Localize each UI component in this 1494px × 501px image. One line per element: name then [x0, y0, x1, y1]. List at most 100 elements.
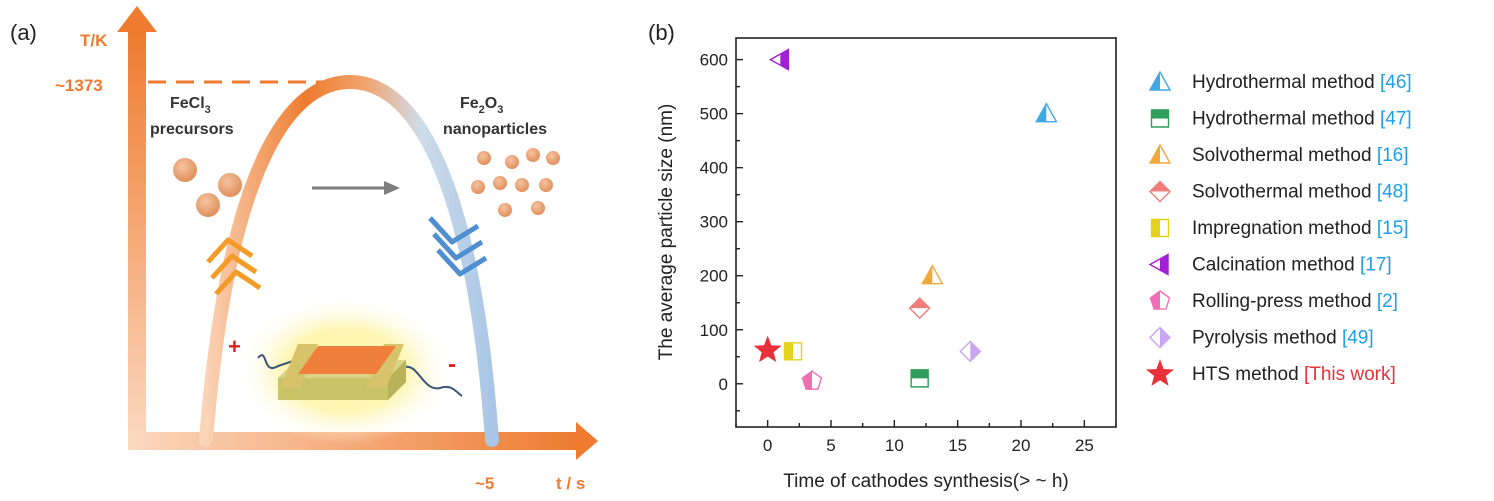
x-tick-label: 10	[885, 436, 904, 455]
legend-method: Solvothermal method	[1192, 182, 1377, 203]
legend-ref: [16]	[1377, 145, 1409, 166]
legend-method: Rolling-press method	[1192, 291, 1377, 312]
legend-ref: [49]	[1342, 328, 1374, 349]
legend-ref: [This work]	[1304, 364, 1396, 385]
x-tick-label: 0	[763, 436, 772, 455]
legend-method: Impregnation method	[1192, 218, 1377, 239]
nanoparticle	[526, 148, 540, 162]
legend-marker-icon	[1149, 180, 1171, 203]
legend-ref: [47]	[1380, 109, 1412, 130]
legend-method: Solvothermal method	[1192, 145, 1377, 166]
legend-item: Impregnation method [15]	[1150, 218, 1409, 239]
y-axis-shaft	[128, 30, 146, 442]
legend-label: Hydrothermal method [47]	[1192, 109, 1412, 130]
panel-b: (b) 0 100 200 300 400 500 600 0 5 10 15 20 25 Time …	[648, 20, 1412, 492]
chart-xlabel: Time of cathodes synthesis(> ~ h)	[783, 471, 1068, 492]
nanoparticle	[498, 203, 512, 217]
precursor-particles	[173, 158, 242, 217]
panel-a-label: (a)	[10, 20, 37, 45]
legend-method: Pyrolysis method	[1192, 328, 1342, 349]
nanoparticle	[471, 180, 485, 194]
data-point	[921, 264, 944, 285]
nanoparticle	[539, 178, 553, 192]
data-point	[753, 335, 782, 363]
x-tick-label: 5	[826, 436, 835, 455]
x-tick-label: 25	[1075, 436, 1094, 455]
legend-ref: [2]	[1377, 291, 1398, 312]
y-tick-label: 200	[700, 267, 728, 286]
legend-item: Calcination method [17]	[1148, 253, 1392, 276]
x-axis-label: t / s	[556, 474, 585, 493]
precursor-label-line1: FeCl3	[170, 95, 211, 116]
legend-method: HTS method	[1192, 364, 1304, 385]
legend-ref: [17]	[1360, 255, 1392, 276]
legend-label: Solvothermal method [48]	[1192, 182, 1409, 203]
product-nanoparticles	[471, 148, 560, 217]
y-tick-label: 400	[700, 159, 728, 178]
x-tick-label: 20	[1012, 436, 1031, 455]
peak-temp-label: ~1373	[55, 76, 103, 95]
legend-ref: [46]	[1380, 72, 1412, 93]
product-label-line1: Fe2O3	[460, 95, 503, 116]
chart-ylabel: The average particle size (nm)	[656, 104, 677, 361]
panel-b-label: (b)	[648, 20, 675, 45]
legend-marker-icon	[1145, 359, 1175, 386]
legend-marker-icon	[1150, 218, 1170, 238]
nanoparticle	[531, 201, 545, 215]
heating-chevrons-icon	[206, 237, 262, 296]
nanoparticle	[493, 176, 507, 190]
plot-frame	[735, 37, 1117, 428]
x-tick-label: 15	[948, 436, 967, 455]
x-axis-ticks: 0 5 10 15 20 25	[735, 420, 1117, 455]
legend-label: Calcination method [17]	[1192, 255, 1392, 276]
temperature-curve	[199, 74, 499, 447]
nanoparticle	[505, 155, 519, 169]
nanoparticle	[515, 178, 529, 192]
legend-label: HTS method [This work]	[1192, 364, 1396, 385]
legend-label: Impregnation method [15]	[1192, 218, 1409, 239]
panel-a: (a) T/K t / s ~1373 ~5 FeCl3 precursors …	[10, 6, 598, 493]
plus-sign: +	[228, 334, 241, 359]
data-point	[908, 297, 931, 320]
nanoparticle	[546, 151, 560, 165]
minus-sign: -	[448, 351, 456, 378]
data-point	[768, 48, 790, 71]
legend-item: Hydrothermal method [46]	[1148, 70, 1412, 93]
legend-marker-icon	[1149, 290, 1171, 310]
time-label: ~5	[475, 474, 494, 493]
legend-marker-icon	[1150, 109, 1170, 128]
legend-marker-icon	[1148, 70, 1172, 91]
precursor-particle	[173, 158, 197, 182]
legend-ref: [48]	[1377, 182, 1409, 203]
y-axis-ticks: 0 100 200 300 400 500 600	[700, 51, 743, 412]
legend-marker-icon	[1148, 143, 1172, 164]
y-axis-label: T/K	[80, 31, 108, 50]
cooling-chevrons-icon	[428, 216, 488, 277]
data-point	[910, 369, 929, 388]
legend-item: Pyrolysis method [49]	[1149, 326, 1374, 349]
y-tick-label: 300	[700, 213, 728, 232]
y-tick-label: 0	[719, 375, 728, 394]
chart-legend: Hydrothermal method [46]Hydrothermal met…	[1145, 70, 1412, 386]
data-points	[753, 48, 1058, 390]
precursor-particle	[196, 193, 220, 217]
legend-marker-icon	[1149, 326, 1171, 349]
precursor-particle	[218, 173, 242, 197]
legend-method: Calcination method	[1192, 255, 1360, 276]
heating-device-icon	[257, 344, 463, 400]
product-label-line2: nanoparticles	[443, 121, 547, 138]
legend-method: Hydrothermal method	[1192, 72, 1380, 93]
legend-item: Hydrothermal method [47]	[1150, 109, 1412, 130]
legend-ref: [15]	[1377, 218, 1409, 239]
data-point	[959, 340, 982, 363]
legend-marker-icon	[1148, 253, 1169, 276]
legend-label: Hydrothermal method [46]	[1192, 72, 1412, 93]
y-tick-label: 100	[700, 321, 728, 340]
y-tick-label: 600	[700, 51, 728, 70]
data-point	[1035, 102, 1058, 123]
process-arrow	[312, 181, 400, 195]
legend-method: Hydrothermal method	[1192, 109, 1380, 130]
y-tick-label: 500	[700, 105, 728, 124]
legend-label: Solvothermal method [16]	[1192, 145, 1409, 166]
